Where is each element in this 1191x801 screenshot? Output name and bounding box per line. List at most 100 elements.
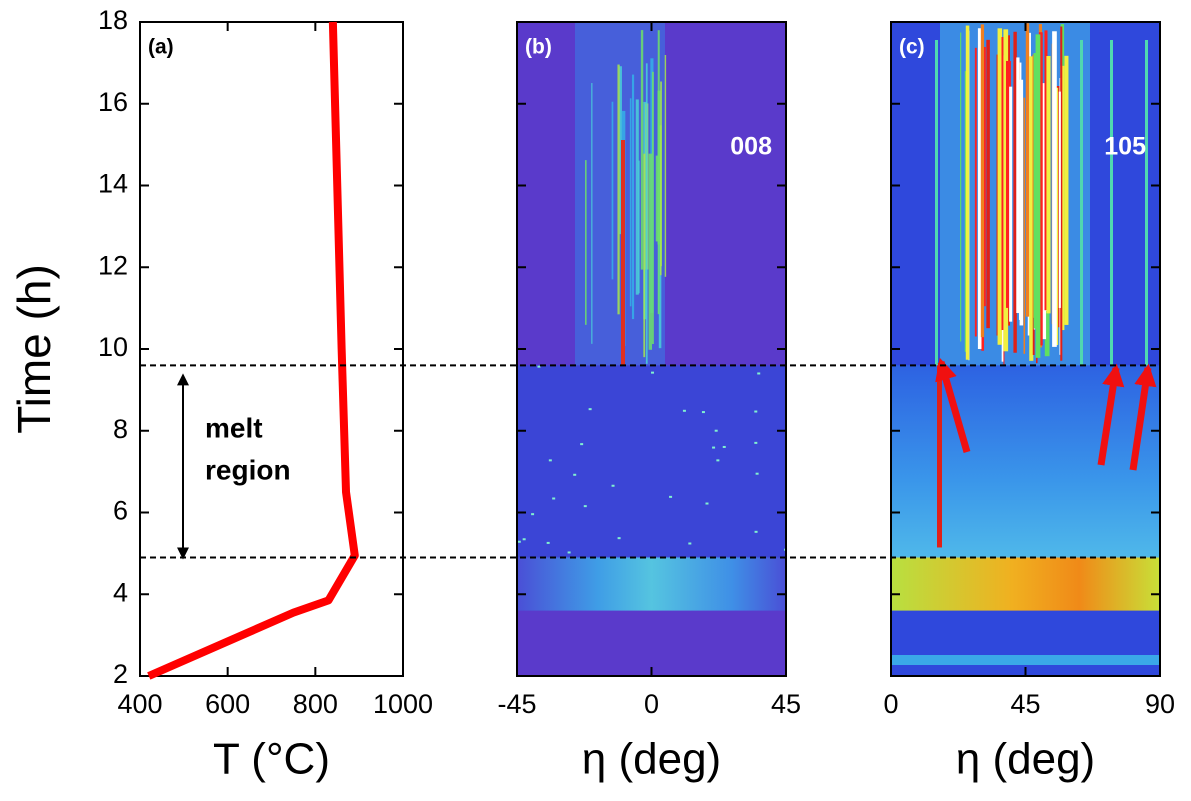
heatmap-speck [573, 473, 577, 476]
heatmap-speck [580, 443, 584, 446]
y-tick-label: 14 [98, 169, 128, 199]
heatmap-streak [645, 63, 648, 364]
y-axis-label: Time (h) [8, 264, 60, 434]
y-tick-label: 18 [98, 5, 128, 35]
heatmap-speck [716, 459, 720, 462]
heatmap-speck [688, 542, 692, 545]
heatmap-streak [997, 28, 1003, 345]
melt-label: region [205, 454, 291, 485]
heatmap-speck [714, 429, 718, 432]
heatmap-speck [754, 441, 758, 444]
y-tick-label: 2 [113, 659, 128, 689]
heatmap-streak [935, 40, 938, 366]
heatmap-streak [617, 64, 620, 315]
heatmap-streak [1023, 97, 1026, 354]
heatmap-streak [635, 99, 639, 295]
heatmap-band [891, 557, 1160, 611]
heatmap-streak [1013, 31, 1017, 353]
heatmap-streak [629, 98, 632, 307]
axes-layer: 400 600 800 1000 2 4 6 8 10 12 14 16 18 T (°C) Time (h… [8, 5, 1175, 784]
heatmap-streak [1058, 91, 1061, 308]
heatmap-streak [974, 47, 977, 337]
heatmap-streak [1003, 29, 1009, 352]
panel-annotation: 105 [1104, 133, 1146, 161]
red-arrow [935, 357, 971, 453]
heatmap-streak [664, 55, 667, 277]
heatmap-speck [583, 505, 587, 508]
x-tick-label: 90 [1145, 689, 1175, 719]
heatmap-streak [980, 24, 985, 338]
heatmap-streak [1052, 31, 1057, 347]
heatmap-speck [552, 497, 556, 500]
y-tick-label: 8 [113, 414, 128, 444]
heatmap-streak [638, 160, 640, 294]
x-tick-label: 45 [771, 689, 801, 719]
heatmap-streak [1038, 32, 1043, 346]
x-tick-label: 600 [205, 689, 250, 719]
melt-label: melt [205, 412, 263, 443]
heatmap-streak [640, 30, 644, 270]
heatmap-speck [722, 445, 726, 448]
heatmap-streak [1060, 65, 1065, 331]
y-tick-label: 6 [113, 496, 128, 526]
heatmap-streak [660, 81, 662, 267]
heatmap-speck [567, 551, 571, 554]
y-tick-label: 12 [98, 250, 128, 280]
x-axis-label: η (deg) [956, 735, 1095, 784]
heatmap-streak [965, 25, 970, 360]
y-tick-label: 10 [98, 332, 128, 362]
panel-label: (a) [148, 36, 174, 59]
heatmap-speck [548, 459, 552, 462]
heatmap-streak [1009, 86, 1013, 322]
heatmap-layer [517, 22, 1160, 676]
heatmap-stripe [891, 655, 1160, 665]
heatmap-streak [619, 66, 622, 235]
x-tick-label: 0 [883, 689, 898, 719]
heatmap-speck [617, 537, 621, 540]
x-tick-label: 1000 [373, 689, 433, 719]
heatmap-streak [1025, 23, 1030, 317]
heatmap-streak [621, 140, 625, 366]
heatmap-speck [651, 371, 655, 374]
heatmap-streak [1044, 30, 1048, 311]
y-tick-label: 4 [113, 577, 128, 607]
heatmap-streak [986, 39, 990, 329]
heatmap-speck [682, 409, 686, 412]
heatmap-speck [546, 541, 550, 544]
heatmap-speck [701, 411, 705, 414]
heatmap-region [517, 365, 786, 558]
heatmap-speck [754, 410, 758, 413]
heatmap-streak [655, 155, 660, 242]
heatmap-streak [1110, 40, 1113, 366]
heatmap-streak [1033, 53, 1039, 329]
heatmap-streak [977, 28, 982, 349]
heatmap-streak [960, 32, 962, 342]
x-axis-label: T (°C) [213, 735, 330, 784]
red-arrow [1129, 363, 1157, 471]
heatmap-streak [1046, 55, 1051, 314]
temperature-line [147, 21, 359, 680]
heatmap-speck [517, 540, 521, 543]
heatmap-streak [591, 83, 593, 344]
heatmap-streak [651, 71, 654, 344]
heatmap-streak [1029, 56, 1034, 361]
heatmap-streak [1064, 55, 1069, 325]
heatmap-streak [1041, 83, 1047, 340]
heatmap-band [517, 557, 786, 611]
heatmap-speck [537, 365, 541, 368]
heatmap-streak [585, 160, 587, 325]
heatmap-speck [712, 446, 716, 449]
x-tick-label: 400 [117, 689, 162, 719]
y-tick-label: 16 [98, 87, 128, 117]
panel-label: (c) [899, 36, 925, 59]
heatmap-speck [522, 538, 526, 541]
heatmap-streak [1060, 26, 1063, 361]
heatmap-speck [755, 472, 759, 475]
heatmap-streak [631, 74, 635, 320]
heatmap-speck [611, 484, 615, 487]
heatmap-streak [1016, 57, 1020, 314]
heatmap-streak [1080, 40, 1083, 366]
heatmap-streak [1145, 40, 1148, 366]
heatmap-speck [588, 408, 592, 411]
